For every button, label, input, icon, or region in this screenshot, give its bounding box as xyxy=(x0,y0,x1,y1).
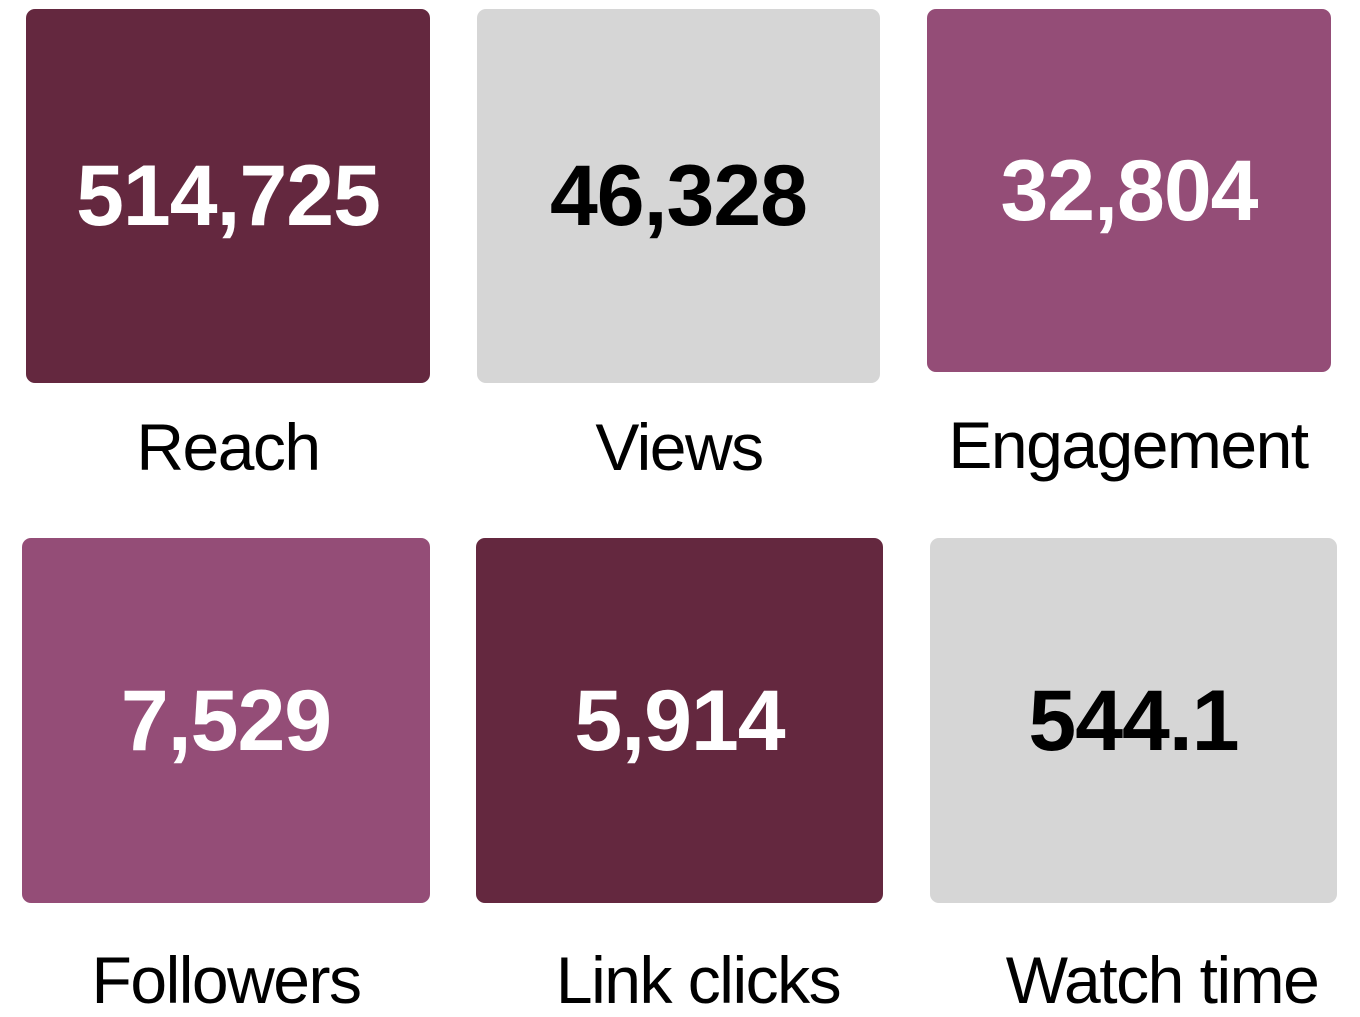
kpi-value: 544.1 xyxy=(1028,672,1239,769)
kpi-label: Link clicks xyxy=(555,943,842,1017)
kpi-label: Watch time xyxy=(1005,943,1320,1017)
kpi-tile: 32,804 xyxy=(927,9,1331,372)
kpi-value: 5,914 xyxy=(574,672,785,769)
kpi-tile: 514,725 xyxy=(26,9,430,383)
kpi-label: Engagement xyxy=(948,408,1309,482)
kpi-label: Views xyxy=(595,410,764,484)
kpi-value: 32,804 xyxy=(1000,142,1258,239)
kpi-tile: 5,914 xyxy=(476,538,883,903)
kpi-tile: 544.1 xyxy=(930,538,1337,903)
kpi-tile: 46,328 xyxy=(477,9,880,383)
kpi-value: 7,529 xyxy=(120,672,332,769)
kpi-value: 514,725 xyxy=(76,148,381,244)
kpi-value: 46,328 xyxy=(549,148,808,244)
kpi-tile: 7,529 xyxy=(22,538,430,903)
kpi-label: Reach xyxy=(136,410,321,484)
kpi-label: Followers xyxy=(91,943,362,1017)
